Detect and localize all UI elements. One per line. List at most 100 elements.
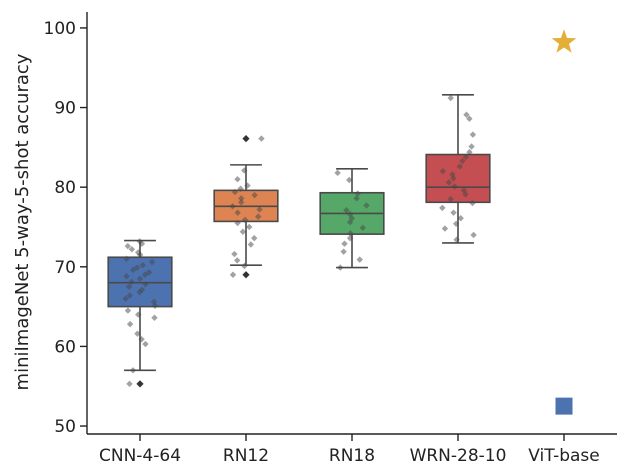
data-point bbox=[347, 230, 354, 237]
data-point bbox=[151, 314, 158, 321]
data-point bbox=[334, 169, 341, 177]
data-point bbox=[346, 219, 354, 226]
data-point bbox=[463, 111, 470, 118]
data-point bbox=[135, 311, 142, 318]
data-point bbox=[466, 115, 473, 122]
data-point bbox=[469, 131, 477, 138]
y-axis-ticks: 50 60 70 80 90 100 bbox=[44, 19, 87, 437]
data-point bbox=[141, 271, 149, 278]
data-point bbox=[124, 307, 132, 314]
box-rn18 bbox=[319, 168, 385, 271]
data-point bbox=[341, 240, 348, 247]
data-point bbox=[343, 207, 350, 214]
data-point bbox=[462, 191, 469, 198]
outlier-point bbox=[136, 380, 144, 388]
data-point bbox=[337, 264, 344, 271]
data-point bbox=[134, 330, 141, 337]
data-point bbox=[148, 258, 156, 266]
data-point bbox=[136, 275, 144, 282]
data-point bbox=[238, 199, 245, 206]
x-tick-label: RN12 bbox=[223, 446, 269, 466]
box-cnn-4-64 bbox=[107, 238, 173, 388]
data-point bbox=[456, 163, 463, 170]
y-axis-title: miniImageNet 5-way-5-shot accuracy bbox=[12, 53, 33, 390]
data-point bbox=[234, 257, 241, 264]
data-point bbox=[124, 242, 131, 250]
data-point bbox=[340, 248, 347, 255]
data-point bbox=[151, 302, 159, 310]
data-point bbox=[126, 320, 134, 328]
y-tick-label: 90 bbox=[54, 99, 76, 119]
data-point bbox=[229, 271, 237, 278]
data-point bbox=[346, 234, 354, 242]
data-point bbox=[450, 209, 457, 216]
data-point bbox=[251, 191, 258, 199]
vit-star-marker bbox=[551, 29, 577, 53]
data-point bbox=[470, 231, 477, 239]
y-tick-label: 50 bbox=[54, 417, 76, 437]
data-point bbox=[122, 295, 129, 302]
data-point bbox=[241, 262, 248, 270]
data-point bbox=[346, 176, 353, 184]
outlier-point bbox=[242, 135, 250, 143]
data-point bbox=[139, 262, 147, 269]
data-point bbox=[237, 185, 244, 192]
data-point bbox=[468, 143, 475, 150]
data-point bbox=[258, 135, 265, 142]
data-point bbox=[459, 157, 466, 165]
outlier-point bbox=[242, 271, 250, 279]
data-point bbox=[238, 195, 245, 202]
data-point bbox=[129, 367, 137, 374]
data-point bbox=[128, 246, 136, 253]
data-point bbox=[138, 336, 145, 343]
data-point bbox=[234, 176, 241, 183]
data-point bbox=[453, 236, 460, 243]
y-tick-label: 80 bbox=[54, 178, 76, 198]
data-point bbox=[133, 264, 141, 271]
data-point bbox=[126, 380, 133, 388]
data-point bbox=[234, 209, 241, 216]
data-point bbox=[256, 206, 263, 213]
data-point bbox=[136, 289, 143, 296]
data-point bbox=[466, 148, 473, 156]
data-point bbox=[251, 234, 258, 242]
data-point bbox=[439, 168, 447, 175]
data-point bbox=[125, 283, 133, 290]
x-tick-label: WRN-28-10 bbox=[410, 446, 507, 466]
data-point bbox=[457, 215, 464, 222]
iqr-box bbox=[425, 153, 491, 204]
x-axis-ticks: CNN-4-64 RN12 RN18 WRN-28-10 ViT-base bbox=[99, 434, 600, 466]
data-point bbox=[241, 167, 248, 174]
data-point bbox=[231, 188, 239, 196]
data-point bbox=[469, 199, 476, 207]
data-point bbox=[137, 251, 144, 259]
y-tick-label: 100 bbox=[44, 19, 76, 39]
data-point bbox=[441, 225, 449, 232]
y-tick-label: 70 bbox=[54, 258, 76, 278]
box-wrn-28-10 bbox=[425, 94, 491, 244]
y-tick-label: 60 bbox=[54, 337, 76, 357]
data-point bbox=[353, 195, 360, 202]
data-point bbox=[439, 204, 446, 212]
data-point bbox=[255, 213, 262, 220]
data-point bbox=[138, 240, 146, 247]
data-point bbox=[239, 228, 247, 235]
data-point bbox=[129, 266, 137, 274]
data-point bbox=[356, 256, 363, 263]
data-point bbox=[354, 190, 361, 197]
data-point bbox=[142, 281, 149, 288]
data-point bbox=[241, 216, 249, 224]
data-point bbox=[231, 250, 238, 258]
data-point bbox=[450, 175, 457, 182]
data-point bbox=[451, 183, 458, 190]
vit-square-marker bbox=[555, 397, 573, 415]
data-point bbox=[142, 340, 149, 348]
data-point bbox=[244, 182, 251, 189]
x-tick-label: ViT-base bbox=[528, 446, 599, 466]
data-point bbox=[447, 195, 454, 203]
data-point bbox=[229, 203, 236, 210]
data-point bbox=[128, 278, 135, 286]
x-tick-label: RN18 bbox=[329, 446, 375, 466]
data-point bbox=[126, 292, 133, 299]
